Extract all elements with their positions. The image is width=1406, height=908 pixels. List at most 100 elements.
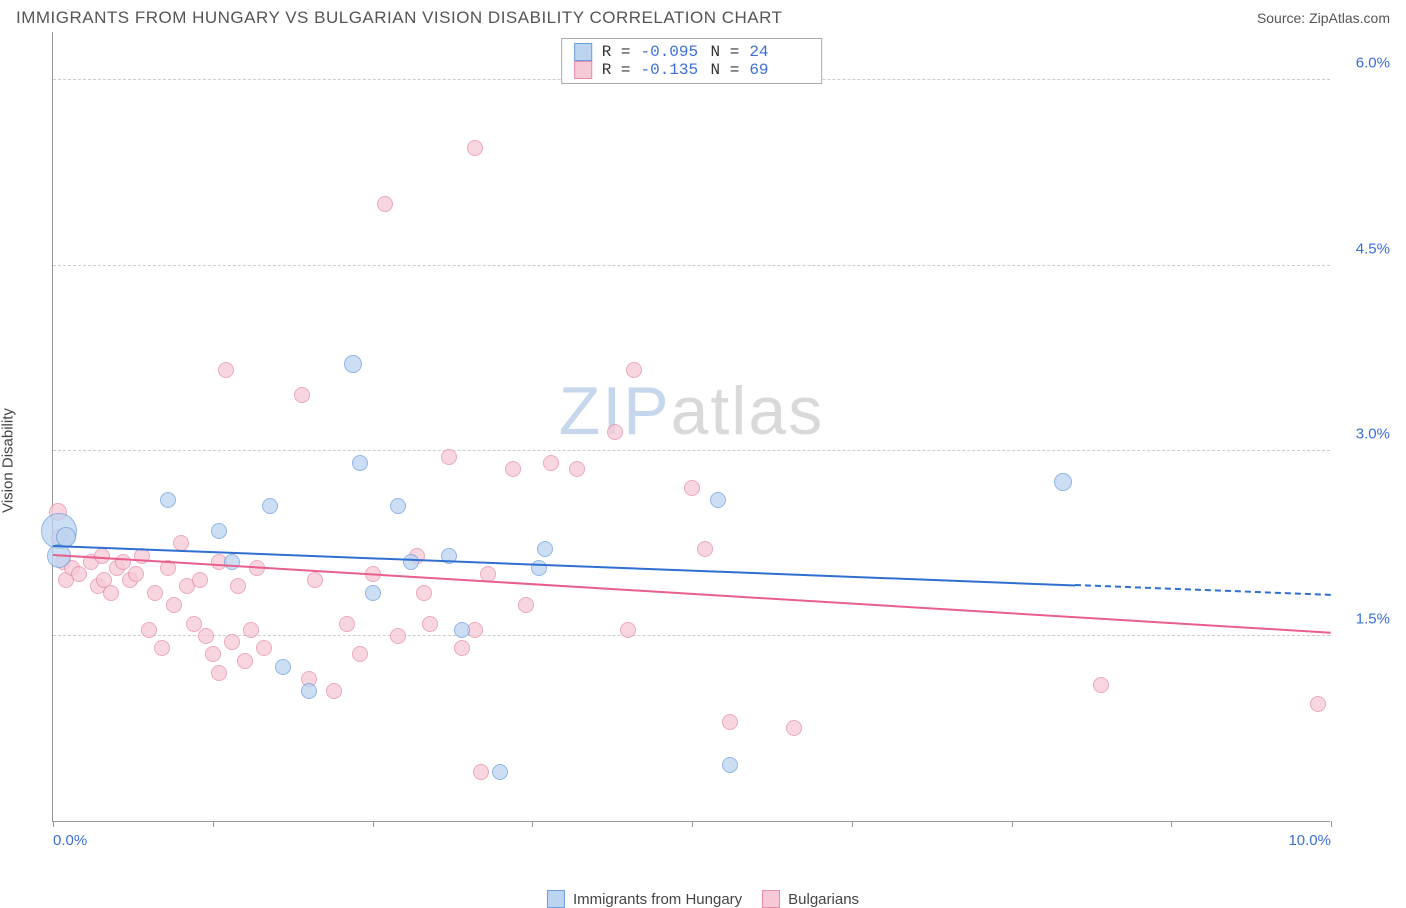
legend-swatch <box>574 43 592 61</box>
legend-row: R = -0.095 N = 24 <box>574 43 810 61</box>
bulgarians-point <box>192 572 208 588</box>
x-tick-label: 0.0% <box>53 832 87 849</box>
x-tick <box>1012 821 1013 827</box>
x-tick <box>1171 821 1172 827</box>
hungary-point <box>224 554 240 570</box>
r-label: R = <box>602 61 631 79</box>
bulgarians-point <box>211 665 227 681</box>
bulgarians-point <box>166 597 182 613</box>
bulgarians-point <box>416 585 432 601</box>
hungary-point <box>160 492 176 508</box>
n-label: N = <box>711 61 740 79</box>
hungary-point <box>262 498 278 514</box>
legend-correlation: R = -0.095 N = 24 R = -0.135 N = 69 <box>561 38 823 84</box>
bulgarians-point <box>390 628 406 644</box>
bulgarians-point <box>505 461 521 477</box>
watermark-atlas: atlas <box>671 373 825 449</box>
bulgarians-point <box>198 628 214 644</box>
x-tick <box>1331 821 1332 827</box>
bulgarians-point <box>1310 696 1326 712</box>
bulgarians-point <box>307 572 323 588</box>
legend-item: Immigrants from Hungary <box>547 890 742 908</box>
hungary-point <box>344 355 362 373</box>
bulgarians-point <box>1093 677 1109 693</box>
bulgarians-point <box>518 597 534 613</box>
bulgarians-point <box>454 640 470 656</box>
y-axis-label: Vision Disability <box>0 408 17 513</box>
y-tick-label: 3.0% <box>1356 425 1390 442</box>
x-tick <box>532 821 533 827</box>
bulgarians-point <box>326 683 342 699</box>
bulgarians-point <box>607 424 623 440</box>
gridline <box>53 450 1330 451</box>
bulgarians-point <box>569 461 585 477</box>
bulgarians-point <box>620 622 636 638</box>
legend-swatch <box>574 61 592 79</box>
hungary-point <box>710 492 726 508</box>
n-label: N = <box>711 43 740 61</box>
x-tick <box>53 821 54 827</box>
bulgarians-point <box>626 362 642 378</box>
hungary-point <box>56 527 76 547</box>
bulgarians-point <box>103 585 119 601</box>
regression-line <box>53 554 1331 634</box>
x-tick <box>213 821 214 827</box>
bulgarians-point <box>294 387 310 403</box>
r-value: -0.135 <box>641 61 701 79</box>
bulgarians-point <box>186 616 202 632</box>
bulgarians-point <box>377 196 393 212</box>
gridline <box>53 265 1330 266</box>
y-tick-label: 1.5% <box>1356 610 1390 627</box>
hungary-point <box>211 523 227 539</box>
legend-row: R = -0.135 N = 69 <box>574 61 810 79</box>
bulgarians-point <box>243 622 259 638</box>
legend-label: Immigrants from Hungary <box>573 891 742 908</box>
bulgarians-point <box>205 646 221 662</box>
bulgarians-point <box>147 585 163 601</box>
legend-label: Bulgarians <box>788 891 859 908</box>
bulgarians-point <box>71 566 87 582</box>
legend-item: Bulgarians <box>762 890 859 908</box>
y-tick-label: 6.0% <box>1356 55 1390 72</box>
bulgarians-point <box>141 622 157 638</box>
bulgarians-point <box>441 449 457 465</box>
source-label: Source: ZipAtlas.com <box>1257 10 1390 26</box>
n-value: 69 <box>749 61 809 79</box>
hungary-point <box>1054 473 1072 491</box>
bulgarians-point <box>230 578 246 594</box>
x-tick <box>373 821 374 827</box>
x-tick <box>692 821 693 827</box>
bulgarians-point <box>467 140 483 156</box>
legend-series: Immigrants from Hungary Bulgarians <box>547 890 859 908</box>
scatter-plot: ZIPatlas R =-0.095N =24R =-0.135N =69 1.… <box>52 32 1330 822</box>
bulgarians-point <box>218 362 234 378</box>
bulgarians-point <box>94 548 110 564</box>
bulgarians-point <box>154 640 170 656</box>
hungary-point <box>531 560 547 576</box>
bulgarians-point <box>339 616 355 632</box>
bulgarians-point <box>422 616 438 632</box>
hungary-point <box>390 498 406 514</box>
bulgarians-point <box>697 541 713 557</box>
watermark: ZIPatlas <box>559 372 824 450</box>
x-tick-label: 10.0% <box>1288 832 1331 849</box>
bulgarians-point <box>237 653 253 669</box>
n-value: 24 <box>749 43 809 61</box>
bulgarians-point <box>224 634 240 650</box>
regression-line <box>1075 584 1331 596</box>
r-label: R = <box>602 43 631 61</box>
bulgarians-point <box>128 566 144 582</box>
legend-swatch <box>547 890 565 908</box>
bulgarians-point <box>543 455 559 471</box>
hungary-point <box>454 622 470 638</box>
bulgarians-point <box>786 720 802 736</box>
y-tick-label: 4.5% <box>1356 240 1390 257</box>
hungary-point <box>365 585 381 601</box>
hungary-point <box>275 659 291 675</box>
chart-title: IMMIGRANTS FROM HUNGARY VS BULGARIAN VIS… <box>16 8 783 28</box>
hungary-point <box>301 683 317 699</box>
r-value: -0.095 <box>641 43 701 61</box>
hungary-point <box>403 554 419 570</box>
bulgarians-point <box>473 764 489 780</box>
hungary-point <box>722 757 738 773</box>
